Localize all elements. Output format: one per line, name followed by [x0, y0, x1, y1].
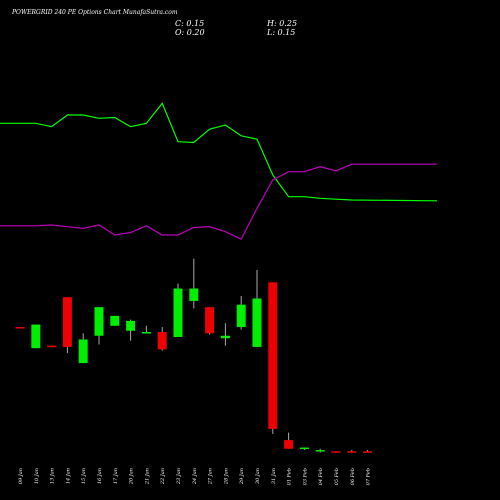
x-tick-label: 21 Jan — [144, 468, 150, 485]
candle-body — [141, 332, 151, 334]
x-tick-label: 09 Jan — [18, 468, 24, 484]
candle-body — [236, 304, 246, 328]
x-tick-label: 10 Jan — [34, 468, 40, 484]
candle-body — [299, 447, 309, 450]
x-axis-labels: 09 Jan 10 Jan 13 Jan 14 Jan 15 Jan 16 Jan 17 J… — [18, 468, 372, 485]
candle-body — [315, 450, 325, 452]
candle-body — [252, 298, 262, 347]
x-tick-label: 13 Jan — [50, 468, 56, 484]
candle-body — [331, 451, 341, 453]
candle-body — [268, 282, 278, 429]
candle-body — [94, 307, 104, 336]
magenta-indicator-line — [0, 163, 437, 240]
x-tick-label: 17 Jan — [113, 468, 119, 484]
x-tick-label: 29 Jan — [239, 468, 245, 485]
x-tick-label: 27 Jan — [208, 468, 214, 485]
x-tick-label: 03 Feb — [302, 468, 308, 485]
x-tick-label: 28 Jan — [223, 468, 229, 485]
candle-body — [62, 297, 72, 347]
candle-body — [31, 324, 41, 349]
x-tick-label: 05 Feb — [334, 468, 340, 485]
chart-title: POWERGRID 240 PE Options Chart MunafaSut… — [12, 9, 178, 16]
candle-body — [173, 288, 183, 337]
candle-body — [126, 320, 136, 331]
candle-body — [189, 288, 199, 301]
green-indicator-line — [0, 102, 438, 202]
high-value: H: 0.25 — [267, 19, 298, 28]
open-value: O: 0.20 — [175, 28, 205, 37]
x-tick-label: 01 Feb — [287, 468, 293, 485]
x-tick-label: 06 Feb — [350, 468, 356, 485]
x-tick-label: 20 Jan — [129, 468, 135, 485]
x-tick-label: 30 Jan — [255, 468, 261, 484]
low-value: L: 0.15 — [267, 28, 296, 37]
x-tick-label: 22 Jan — [160, 468, 166, 485]
x-tick-label: 15 Jan — [81, 468, 87, 484]
x-tick-label: 14 Jan — [65, 468, 71, 484]
candle-body — [284, 440, 294, 449]
candle-body — [15, 327, 25, 329]
x-tick-label: 24 Jan — [192, 468, 198, 485]
candle-body — [347, 451, 357, 453]
candle-body — [363, 451, 373, 453]
candle-body — [220, 335, 230, 339]
candle-body — [205, 307, 215, 334]
candle-body — [47, 345, 57, 348]
x-tick-label: 04 Feb — [318, 468, 324, 485]
candle-body — [157, 332, 167, 350]
candle-body — [110, 315, 120, 326]
candles-group — [15, 258, 373, 453]
x-tick-label: 16 Jan — [97, 468, 103, 484]
close-value: C: 0.15 — [175, 19, 205, 28]
x-tick-label: 23 Jan — [176, 468, 182, 485]
candle-body — [78, 339, 88, 364]
x-tick-label: 31 Jan — [271, 468, 277, 484]
x-tick-label: 07 Feb — [366, 468, 372, 485]
